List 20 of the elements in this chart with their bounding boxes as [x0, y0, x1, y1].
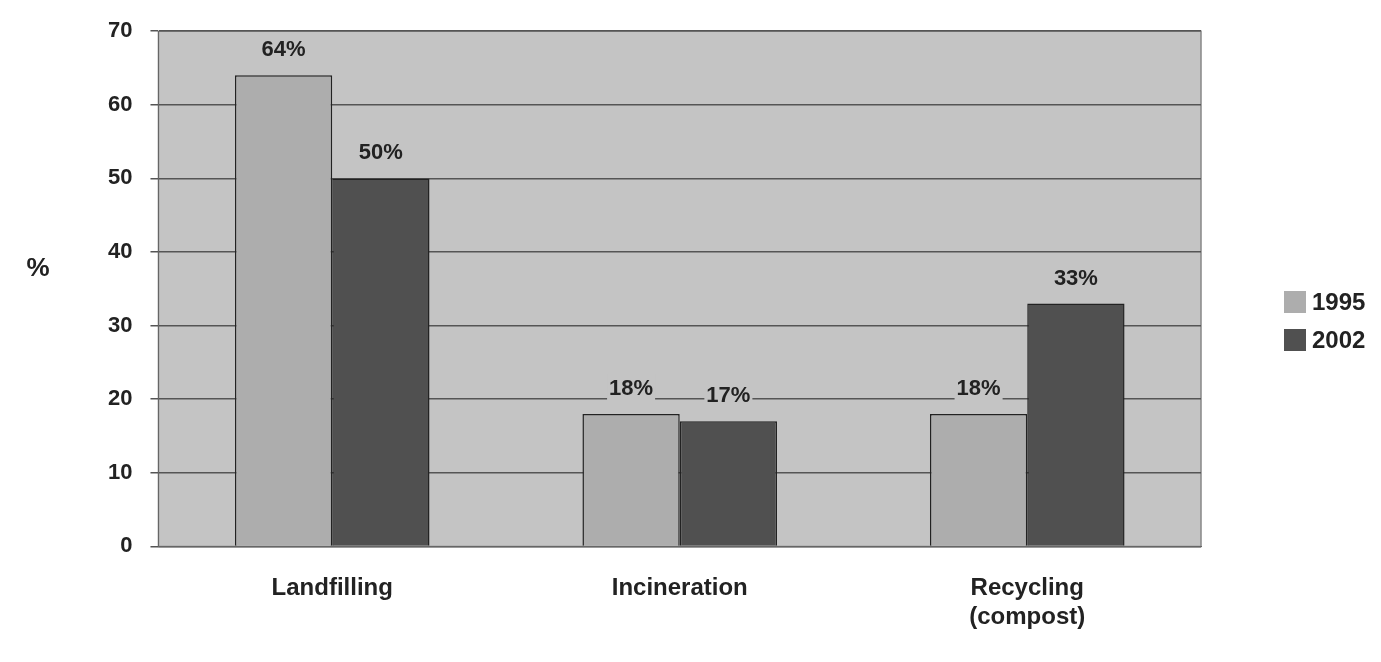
- x-tick-label: Landfilling: [271, 573, 393, 601]
- y-tick-label: 50: [107, 164, 133, 190]
- data-label: 18%: [956, 374, 1001, 400]
- legend-label: 2002: [1312, 326, 1366, 354]
- data-label: 50%: [358, 139, 403, 165]
- x-tick-label: Recycling (compost): [969, 573, 1086, 630]
- data-label: 17%: [706, 382, 751, 408]
- data-label: 18%: [609, 374, 654, 400]
- y-tick-label: 30: [107, 311, 133, 337]
- y-tick-label: 60: [107, 90, 133, 116]
- legend-label: 1995: [1312, 288, 1366, 316]
- y-tick-label: 70: [107, 17, 133, 43]
- data-label: 33%: [1053, 264, 1098, 290]
- data-label: 64%: [261, 36, 306, 62]
- x-tick-label: Incineration: [611, 573, 748, 601]
- y-tick-label: 40: [107, 238, 133, 264]
- y-tick-label: 0: [120, 532, 133, 558]
- y-tick-label: 10: [107, 458, 133, 484]
- y-axis-title: %: [26, 251, 50, 282]
- y-tick-label: 20: [107, 385, 133, 411]
